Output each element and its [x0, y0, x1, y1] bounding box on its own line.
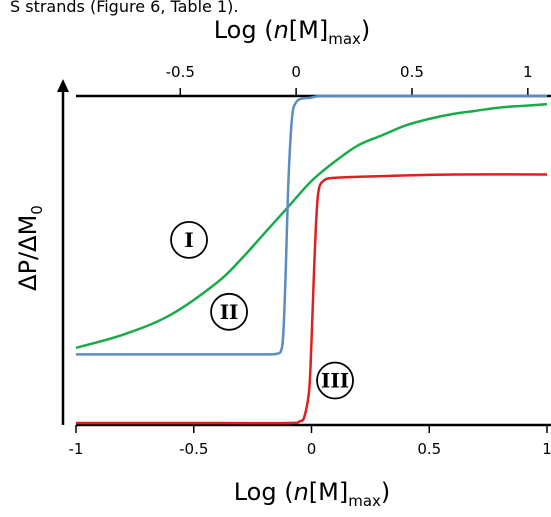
caption-fragment: S strands (Figure 6, Table 1).	[10, 0, 238, 16]
bottom-tick-label: 0.5	[417, 440, 441, 458]
bottom-tick-label: -1	[69, 440, 84, 458]
curve-i-line	[75, 102, 548, 349]
top-tick-label: 1	[523, 63, 533, 81]
annotation-circle	[210, 292, 248, 331]
annotation-iii: III	[316, 361, 354, 400]
annotation-label: I	[184, 228, 193, 252]
top-tick-label: 0.5	[400, 63, 424, 81]
y-axis-title: ΔP/ΔM0	[14, 205, 46, 291]
annotation-label: II	[220, 300, 239, 324]
annotation-circle	[170, 220, 208, 259]
curve-group	[75, 94, 548, 425]
y-axis-arrowhead	[57, 79, 69, 92]
annotation-label: III	[321, 368, 349, 392]
annotation-ii: II	[210, 292, 248, 331]
top-axis-title: Log (n[M]max)	[214, 16, 371, 48]
bottom-tick-label: 1	[542, 440, 551, 458]
bottom-tick-label: 0	[307, 440, 317, 458]
bottom-axis-title: Log (n[M]max)	[234, 478, 391, 510]
curve-ii-line	[76, 94, 547, 356]
bottom-tick-label: -0.5	[179, 440, 208, 458]
top-axis-ticks: -0.5 0 0.5 1	[166, 63, 533, 96]
top-tick-label: -0.5	[166, 63, 195, 81]
annotation-circle	[316, 361, 354, 400]
top-tick-label: 0	[291, 63, 301, 81]
bottom-axis-ticks: -1 -0.5 0 0.5 1	[69, 425, 551, 458]
annotation-i: I	[170, 220, 208, 259]
curve-iii-line	[76, 173, 548, 425]
